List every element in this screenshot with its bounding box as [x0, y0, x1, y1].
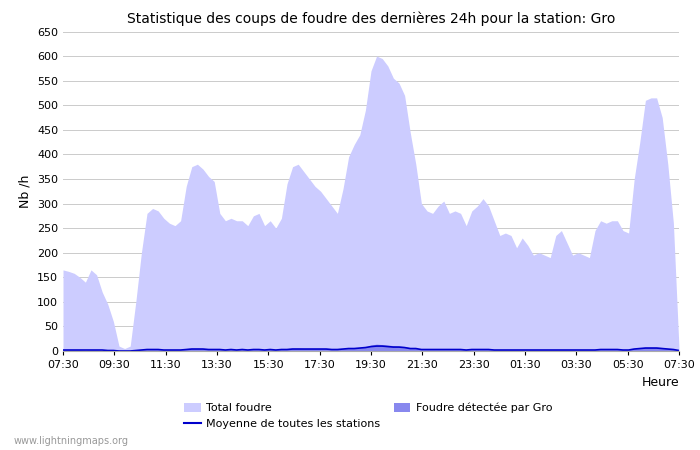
Legend: Total foudre, Moyenne de toutes les stations, Foudre détectée par Gro: Total foudre, Moyenne de toutes les stat… — [179, 398, 556, 433]
Title: Statistique des coups de foudre des dernières 24h pour la station: Gro: Statistique des coups de foudre des dern… — [127, 12, 615, 26]
Y-axis label: Nb /h: Nb /h — [18, 175, 32, 208]
Text: www.lightningmaps.org: www.lightningmaps.org — [14, 436, 129, 446]
X-axis label: Heure: Heure — [641, 376, 679, 389]
